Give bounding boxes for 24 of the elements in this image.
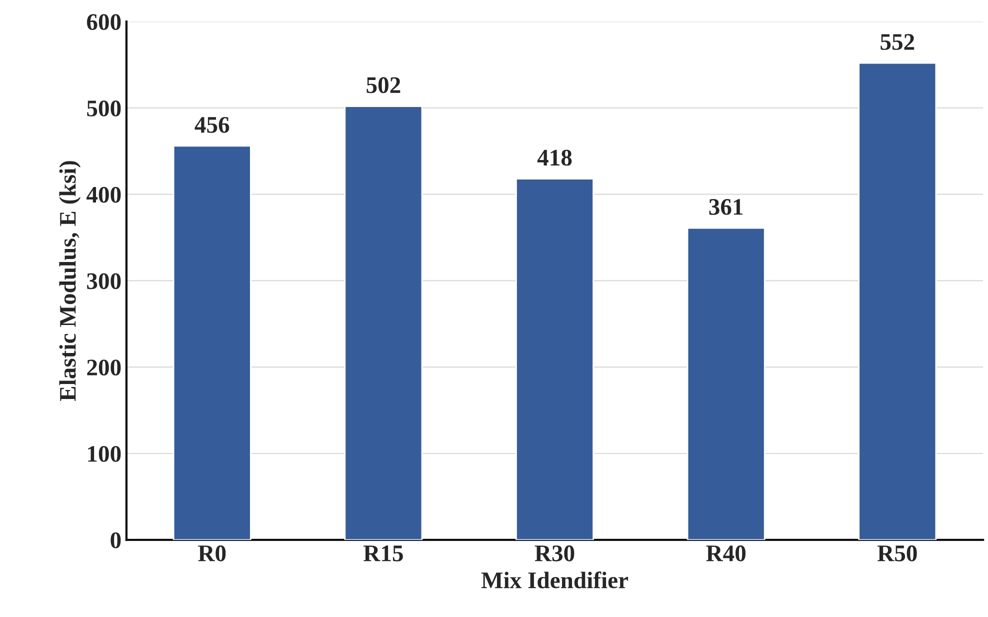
y-tick-label: 600 [86,14,121,30]
y-tick-label: 300 [87,273,121,290]
y-axis-title: Elastic Modulus, E (ksi) [59,161,81,402]
bar [516,178,594,540]
data-label: 456 [194,116,230,133]
data-label: 502 [366,77,400,94]
bar [858,62,937,540]
y-tick-label: 0 [110,532,121,548]
x-tick-label: R30 [534,545,574,562]
bar [686,227,766,540]
x-tick-label: R15 [364,546,403,562]
y-tick-label: 200 [87,360,121,376]
x-axis-title: Mix Idendifier [481,571,628,588]
x-tick-label: R40 [706,545,746,562]
data-label: 361 [709,199,743,215]
x-tick-label: R0 [198,545,226,562]
x-tick-label: R50 [877,545,917,562]
y-tick-label: 400 [86,186,121,203]
bar [344,106,423,540]
y-tick-label: 500 [87,100,121,116]
data-label: 552 [880,34,914,50]
y-tick-label: 100 [88,446,121,462]
bar [172,145,252,540]
data-label: 418 [537,150,572,166]
